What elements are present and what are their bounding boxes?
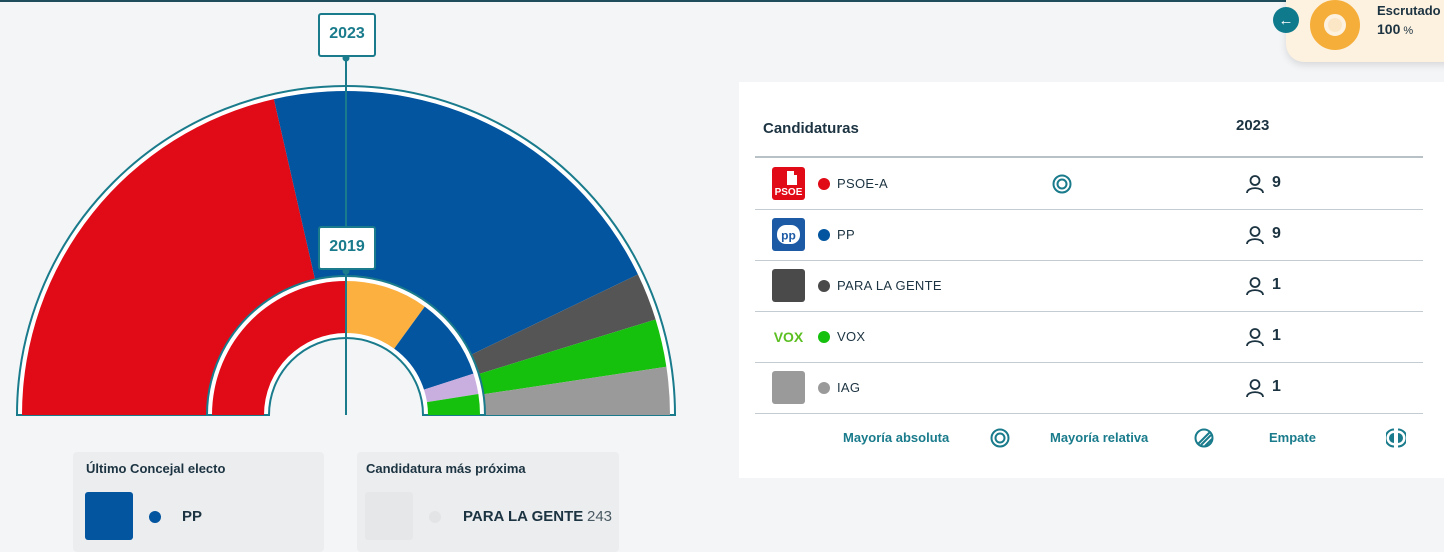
- party-name: PP: [837, 227, 855, 242]
- seat-segment-2023-0[interactable]: [22, 99, 317, 416]
- party-color-dot: [818, 280, 830, 292]
- escrutado-label: Escrutado: [1377, 3, 1441, 18]
- year-label-2023[interactable]: 2023: [318, 13, 376, 57]
- person-icon: [1246, 226, 1264, 245]
- table-row[interactable]: IAG 1: [755, 362, 1423, 414]
- ring-2019: [205, 275, 487, 416]
- person-icon: [1246, 328, 1264, 347]
- seats-count: 1: [1272, 378, 1281, 395]
- table-row[interactable]: VOX VOX 1: [755, 311, 1423, 363]
- seat-segment-2019-0[interactable]: [212, 281, 346, 415]
- closest-candidate-card: Candidatura más próxima PARA LA GENTE 24…: [357, 452, 619, 552]
- seat-segment-2023-2[interactable]: [466, 274, 656, 376]
- absolute-majority-icon: [990, 428, 1010, 448]
- party-name: VOX: [837, 329, 866, 344]
- para-la-gente-logo: [772, 269, 805, 302]
- iag-logo: [772, 371, 805, 404]
- closest-title: Candidatura más próxima: [366, 461, 526, 476]
- escrutado-widget: Escrutado 100%: [1286, 0, 1444, 62]
- psoe-logo: PSOE: [772, 167, 805, 200]
- seat-segment-2019-4[interactable]: [426, 394, 480, 415]
- seat-segment-2023-4[interactable]: [478, 366, 670, 415]
- top-border: [0, 0, 1444, 2]
- pp-logo: pp: [772, 218, 805, 251]
- seats-count: 9: [1272, 174, 1281, 191]
- last-elected-party: PP: [182, 508, 203, 525]
- table-row[interactable]: PSOE PSOE-A 9: [755, 158, 1423, 210]
- back-arrow-icon[interactable]: ←: [1273, 7, 1299, 33]
- hemicycle-chart: [15, 54, 677, 416]
- seat-segment-2023-1[interactable]: [273, 91, 638, 357]
- legend-tie: Empate: [1269, 430, 1316, 445]
- results-table-panel: Candidaturas 2023 PSOE PSOE-A 9 pp: [739, 82, 1444, 478]
- tie-icon: [1386, 428, 1406, 448]
- seat-segment-2019-1[interactable]: [346, 281, 425, 349]
- pp-logo-text: pp: [781, 229, 796, 243]
- seats-count: 9: [1272, 225, 1281, 242]
- seat-segment-2023-3[interactable]: [474, 319, 667, 396]
- column-header-candidates: Candidaturas: [763, 120, 859, 137]
- person-icon: [1246, 379, 1264, 398]
- person-icon: [1246, 277, 1264, 296]
- party-name: PSOE-A: [837, 176, 888, 191]
- last-elected-title: Último Concejal electo: [86, 461, 226, 476]
- party-name: IAG: [837, 380, 861, 395]
- party-color-dot: [818, 331, 830, 343]
- person-icon: [1246, 175, 1264, 194]
- seats-count: 1: [1272, 276, 1281, 293]
- table-row[interactable]: pp PP 9: [755, 209, 1423, 261]
- seats-count: 1: [1272, 327, 1281, 344]
- closest-party: PARA LA GENTE: [463, 508, 584, 525]
- legend-relative-majority: Mayoría relativa: [1050, 430, 1149, 445]
- seat-segment-2019-2[interactable]: [394, 306, 474, 390]
- party-color-dot: [818, 229, 830, 241]
- year-label-2019[interactable]: 2019: [318, 226, 376, 270]
- party-name: PARA LA GENTE: [837, 278, 942, 293]
- relative-majority-icon: [1194, 428, 1214, 448]
- escrutado-progress-ring: [1310, 0, 1360, 50]
- closest-votes: 243: [587, 508, 613, 525]
- party-color-dot: [818, 382, 830, 394]
- absolute-majority-icon: [1052, 174, 1072, 194]
- legend-absolute-majority: Mayoría absoluta: [843, 430, 950, 445]
- vox-logo-text: VOX: [774, 329, 804, 345]
- column-header-year: 2023: [1236, 117, 1270, 134]
- table-row[interactable]: PARA LA GENTE 1: [755, 260, 1423, 312]
- table-header-divider: [755, 156, 1423, 158]
- escrutado-percent: 100: [1377, 21, 1401, 37]
- escrutado-value: 100%: [1377, 21, 1413, 37]
- last-elected-swatch: [85, 492, 133, 540]
- seat-segment-2019-3[interactable]: [423, 373, 479, 403]
- last-elected-card: Último Concejal electo PP: [73, 452, 324, 552]
- vox-logo: VOX: [772, 320, 805, 353]
- escrutado-unit: %: [1403, 25, 1414, 37]
- party-color-dot: [818, 178, 830, 190]
- psoe-logo-text: PSOE: [775, 187, 803, 198]
- closest-swatch: [365, 492, 413, 540]
- closest-dot: [429, 511, 441, 523]
- last-elected-dot: [149, 511, 161, 523]
